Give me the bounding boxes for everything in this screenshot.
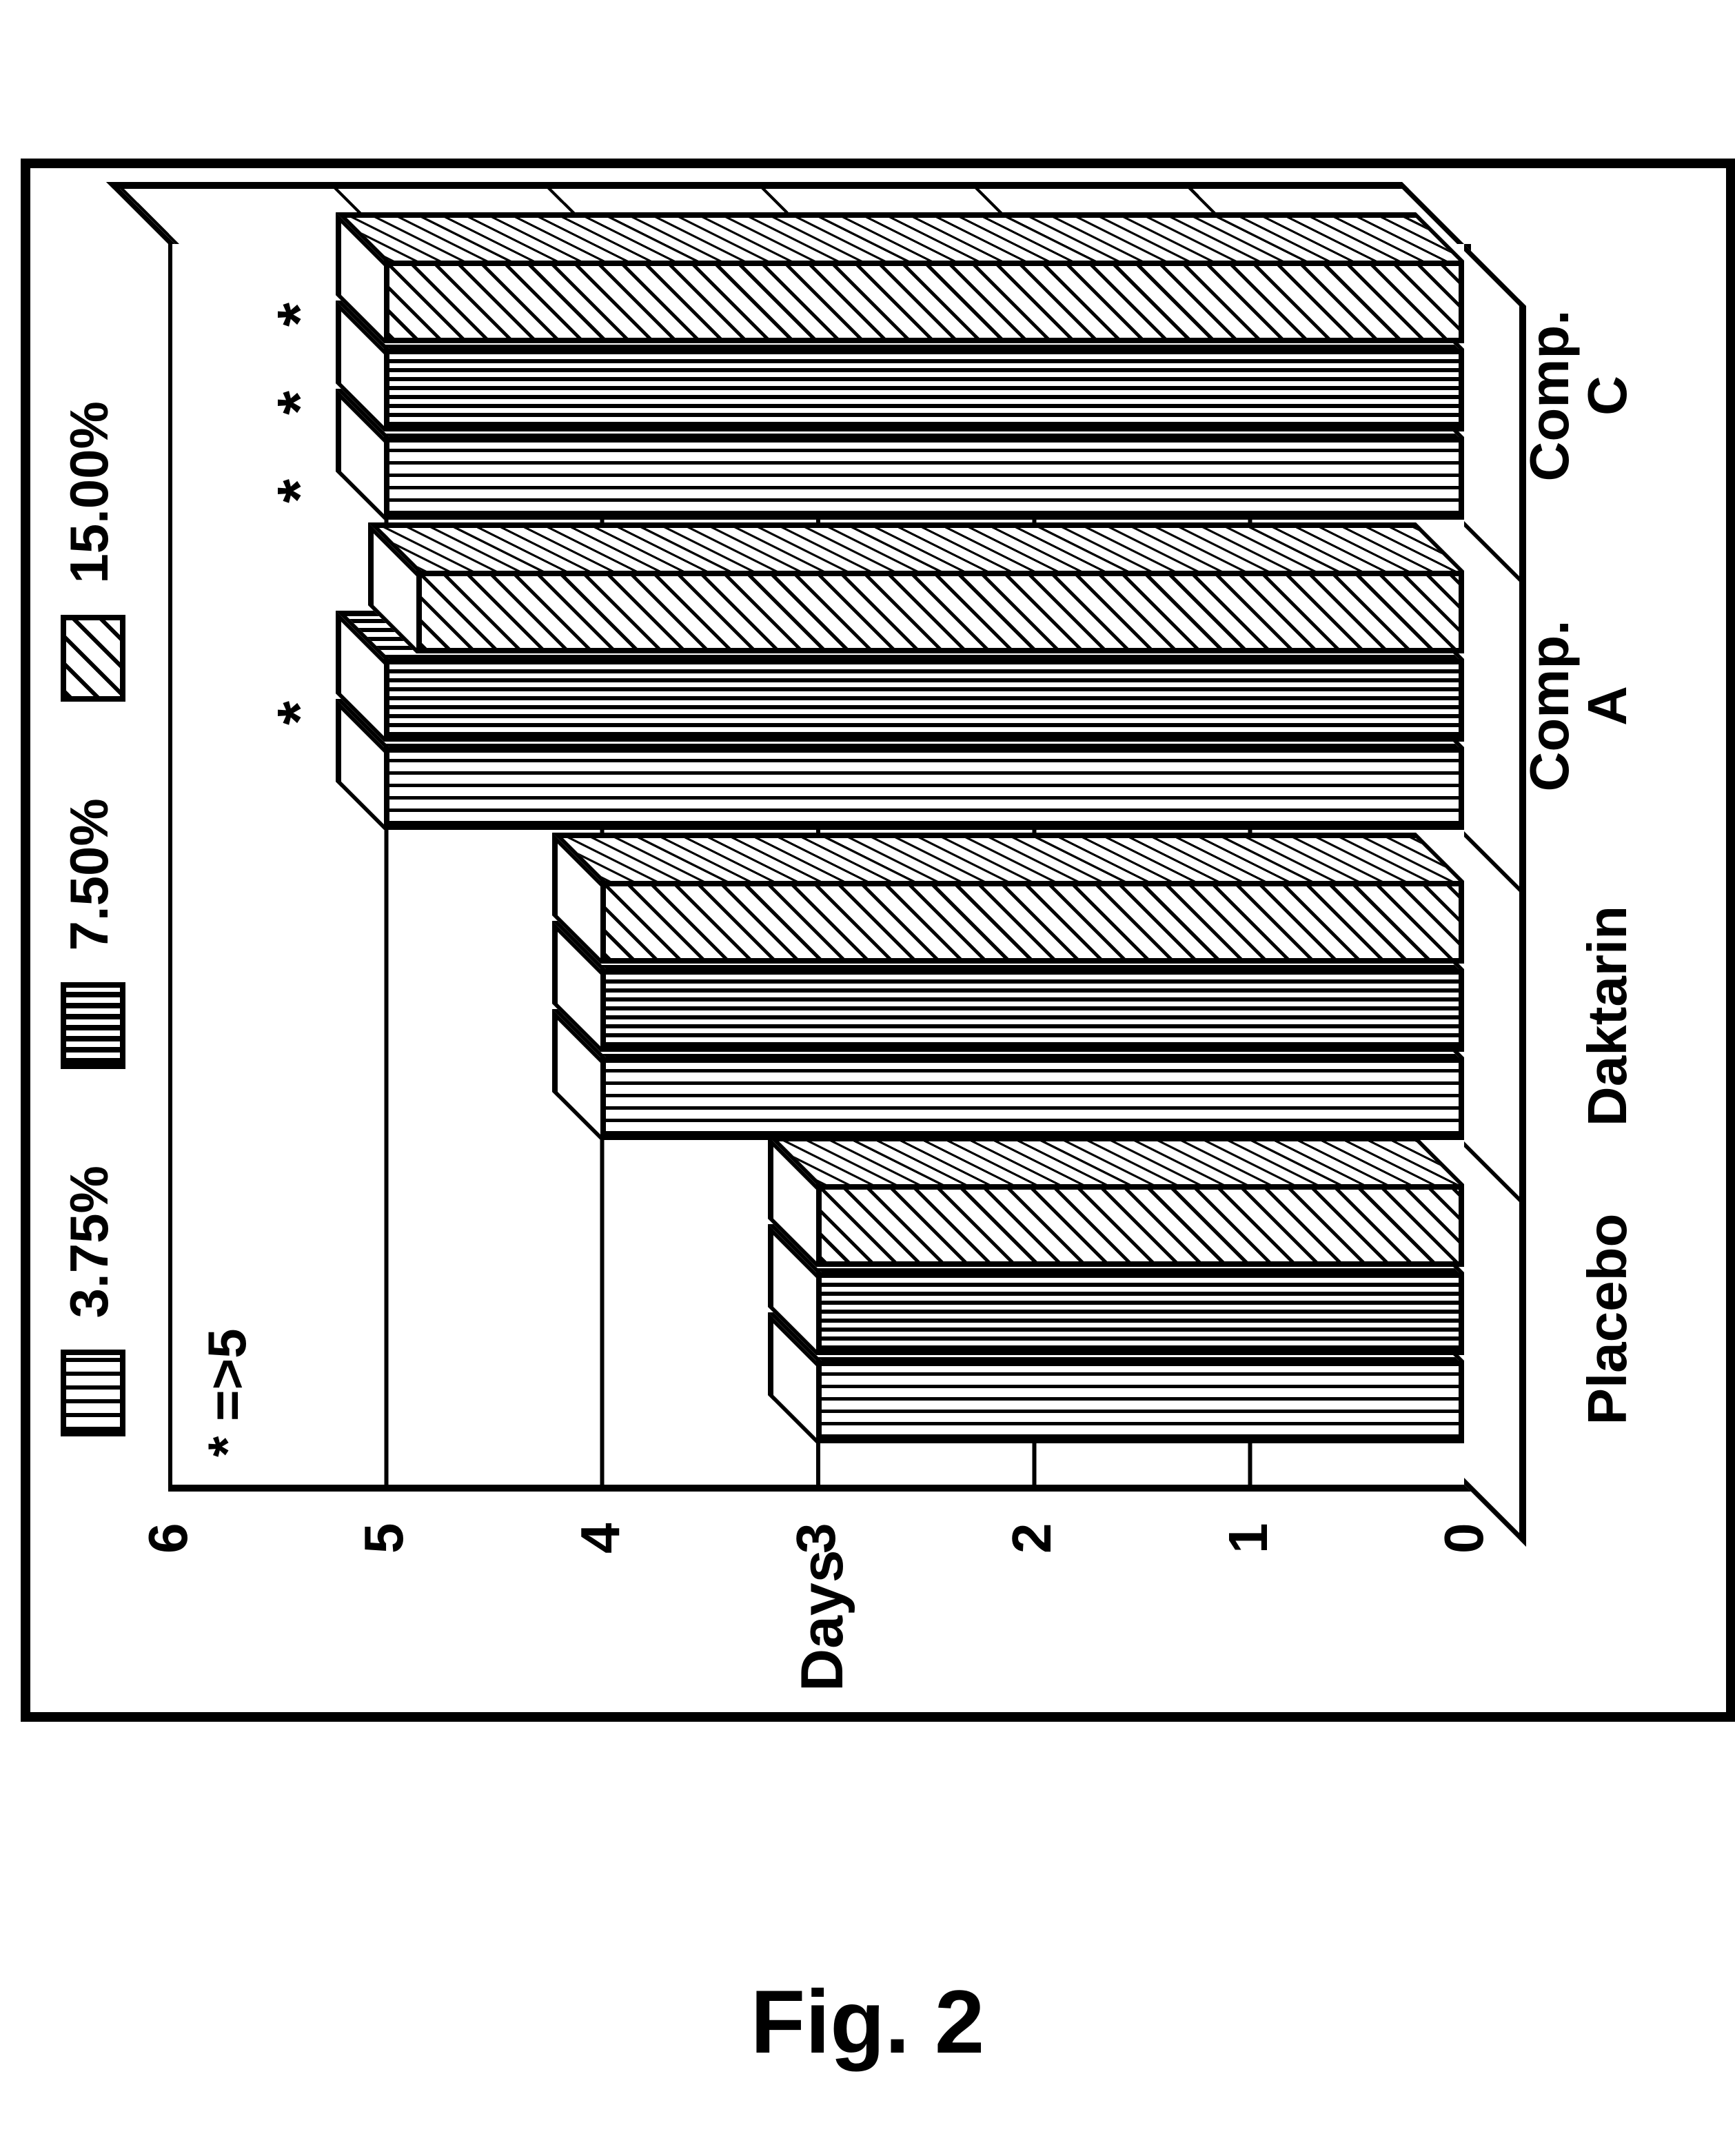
star-icon: * [265, 391, 336, 415]
chart-inner: 3.75% 7.50% 15.00% Days * [30, 168, 1726, 1712]
legend-swatch-icon [61, 615, 125, 702]
page: 3.75% 7.50% 15.00% Days * [0, 0, 1735, 2156]
star-icon: * [265, 479, 336, 503]
legend-label: 15.00% [59, 401, 119, 584]
ytick: 2 [1000, 1523, 1064, 1554]
ytick: 6 [136, 1523, 200, 1554]
bar [816, 1361, 1464, 1443]
figure-caption: Fig. 2 [751, 1970, 984, 2073]
bar [384, 349, 1464, 431]
floor-ticks [1464, 251, 1519, 1533]
star-icon: * [265, 701, 336, 725]
category-label: Daktarin [1579, 871, 1636, 1161]
ytick: 1 [1217, 1523, 1280, 1554]
bar [416, 571, 1464, 653]
bar [600, 881, 1464, 964]
legend-label: 3.75% [59, 1166, 119, 1318]
bar [816, 1272, 1464, 1355]
star-icon: * [265, 303, 336, 327]
legend-swatch-icon [61, 982, 125, 1069]
bar [816, 1184, 1464, 1267]
ytick: 0 [1432, 1523, 1496, 1554]
bars-container [168, 244, 1464, 1485]
bar [384, 659, 1464, 742]
legend-item: 7.50% [58, 798, 125, 1069]
legend-swatch-icon [61, 1350, 125, 1436]
bar [384, 747, 1464, 830]
category-label: Comp.C [1521, 251, 1636, 540]
ytick: 3 [784, 1523, 848, 1554]
y-axis-label: Days [789, 1549, 857, 1691]
ytick: 4 [569, 1523, 632, 1554]
chart-frame: 3.75% 7.50% 15.00% Days * [21, 159, 1735, 1722]
bar [384, 437, 1464, 520]
category-label: Placebo [1579, 1174, 1636, 1464]
legend-label: 7.50% [59, 798, 119, 950]
legend-item: 15.00% [58, 401, 125, 702]
bar [600, 969, 1464, 1052]
floor [1464, 244, 1526, 1547]
legend-item: 3.75% [58, 1166, 125, 1436]
category-label: Comp.A [1521, 561, 1636, 851]
plot-area: * =>5 0123456 PlaceboDaktarinComp.AComp.… [168, 244, 1471, 1492]
ytick: 5 [352, 1523, 416, 1554]
legend: 3.75% 7.50% 15.00% [58, 401, 125, 1436]
bar [384, 261, 1464, 343]
bar [600, 1057, 1464, 1140]
footnote: * =>5 [196, 1328, 258, 1457]
